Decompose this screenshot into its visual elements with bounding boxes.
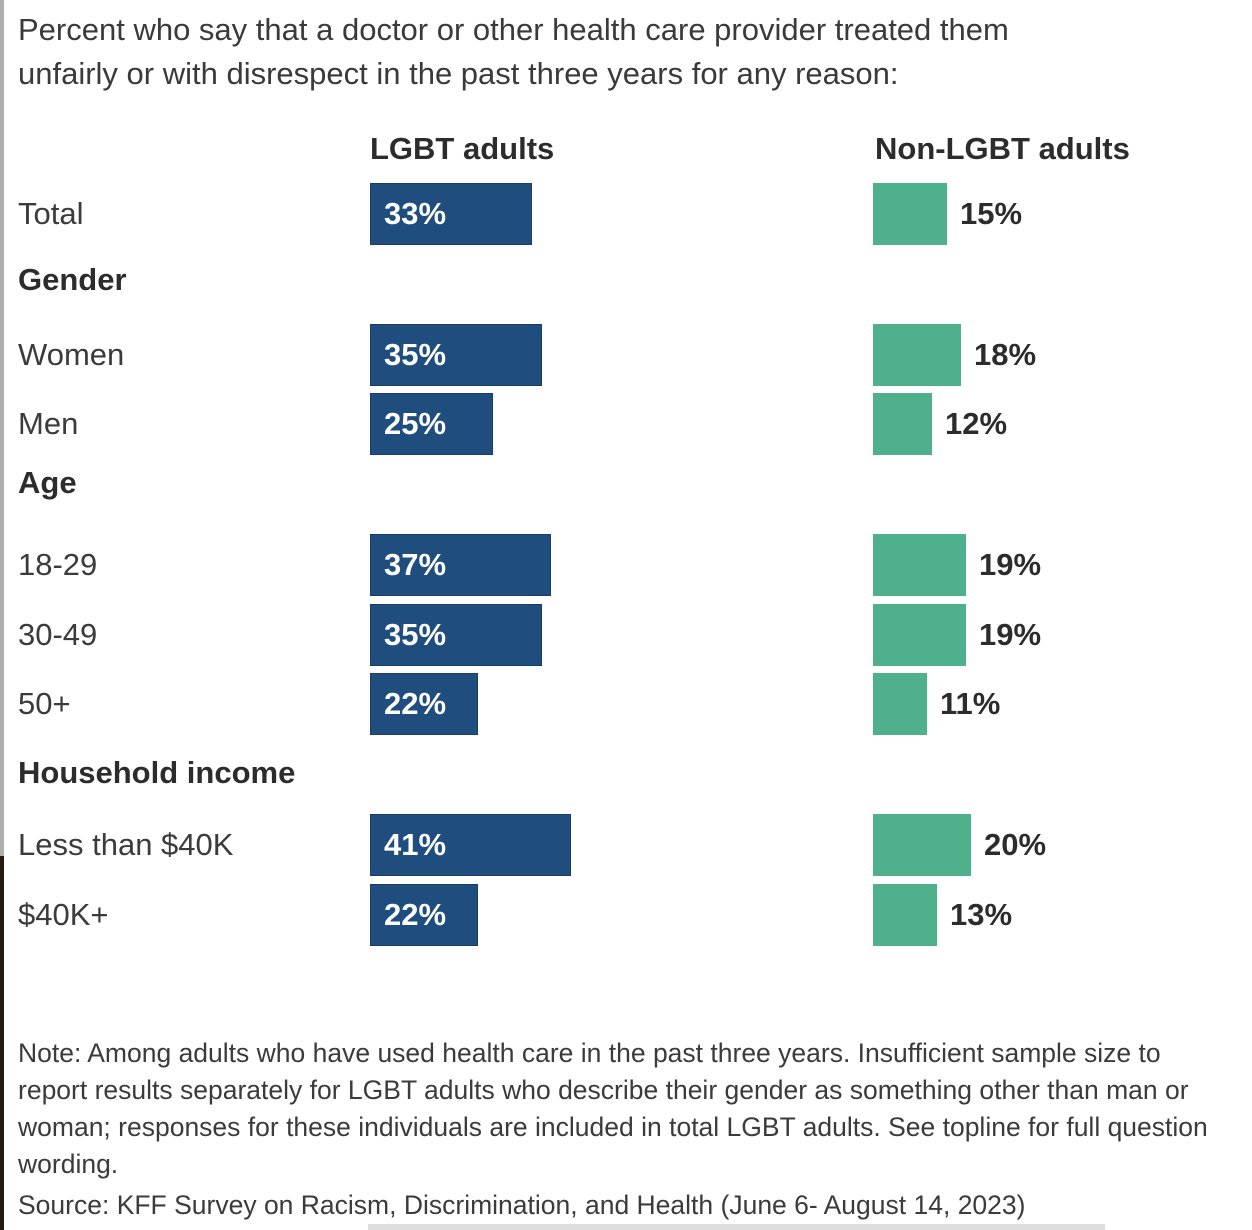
non-lgbt-bar-50-plus <box>873 673 927 735</box>
non-lgbt-bar-group-18-29: 19% <box>873 534 1041 596</box>
section-header-gender: Gender <box>18 262 127 297</box>
row-label-40k-plus: $40K+ <box>18 897 109 932</box>
non-lgbt-bar-group-men: 12% <box>873 393 1007 455</box>
section-header-age: Age <box>18 465 77 500</box>
lgbt-bar-18-29: 37% <box>370 534 551 596</box>
non-lgbt-bar-group-30-49: 19% <box>873 604 1041 666</box>
row-label-30-49: 30-49 <box>18 617 98 652</box>
lgbt-value-18-29: 37% <box>384 547 447 582</box>
column-header-non-lgbt: Non-LGBT adults <box>875 131 1130 166</box>
lgbt-value-30-49: 35% <box>384 617 447 652</box>
lgbt-bar-men: 25% <box>370 393 493 455</box>
left-edge-strip-top <box>0 0 4 856</box>
left-edge-strip-bottom <box>0 856 4 1230</box>
chart-title-line1: Percent who say that a doctor or other h… <box>18 12 1009 47</box>
row-total: Total 33% 15% <box>0 183 1252 245</box>
lgbt-bar-total: 33% <box>370 183 532 245</box>
non-lgbt-bar-group-50-plus: 11% <box>873 673 1000 735</box>
section-header-household-income: Household income <box>18 755 296 790</box>
row-50-plus: 50+ 22% 11% <box>0 673 1252 735</box>
row-label-total: Total <box>18 196 84 231</box>
non-lgbt-bar-women <box>873 324 961 386</box>
chart-title: Percent who say that a doctor or other h… <box>18 8 1009 96</box>
chart-title-line2: unfairly or with disrespect in the past … <box>18 56 899 91</box>
column-header-lgbt: LGBT adults <box>370 131 555 166</box>
row-women: Women 35% 18% <box>0 324 1252 386</box>
lgbt-value-40k-plus: 22% <box>384 897 447 932</box>
row-40k-plus: $40K+ 22% 13% <box>0 884 1252 946</box>
lgbt-bar-50-plus: 22% <box>370 673 478 735</box>
non-lgbt-value-40k-plus: 13% <box>950 897 1013 932</box>
lgbt-bar-women: 35% <box>370 324 542 386</box>
non-lgbt-value-men: 12% <box>945 406 1008 441</box>
row-less-than-40k: Less than $40K 41% 20% <box>0 814 1252 876</box>
lgbt-value-less-than-40k: 41% <box>384 827 447 862</box>
non-lgbt-bar-group-women: 18% <box>873 324 1036 386</box>
row-18-29: 18-29 37% 19% <box>0 534 1252 596</box>
non-lgbt-bar-group-less-than-40k: 20% <box>873 814 1046 876</box>
row-men: Men 25% 12% <box>0 393 1252 455</box>
row-label-50-plus: 50+ <box>18 686 71 721</box>
lgbt-bar-less-than-40k: 41% <box>370 814 571 876</box>
lgbt-bar-30-49: 35% <box>370 604 542 666</box>
lgbt-bar-40k-plus: 22% <box>370 884 478 946</box>
lgbt-value-women: 35% <box>384 337 447 372</box>
source-text: Source: KFF Survey on Racism, Discrimina… <box>18 1190 1026 1220</box>
lgbt-value-total: 33% <box>384 196 447 231</box>
lgbt-value-men: 25% <box>384 406 447 441</box>
row-label-18-29: 18-29 <box>18 547 98 582</box>
non-lgbt-value-women: 18% <box>974 337 1037 372</box>
non-lgbt-bar-18-29 <box>873 534 966 596</box>
non-lgbt-bar-30-49 <box>873 604 966 666</box>
non-lgbt-bar-group-total: 15% <box>873 183 1022 245</box>
non-lgbt-bar-group-40k-plus: 13% <box>873 884 1012 946</box>
non-lgbt-bar-40k-plus <box>873 884 937 946</box>
non-lgbt-value-50-plus: 11% <box>940 686 1001 721</box>
non-lgbt-bar-men <box>873 393 932 455</box>
row-label-women: Women <box>18 337 125 372</box>
lgbt-value-50-plus: 22% <box>384 686 447 721</box>
row-label-men: Men <box>18 406 79 441</box>
non-lgbt-value-30-49: 19% <box>979 617 1042 652</box>
non-lgbt-bar-less-than-40k <box>873 814 971 876</box>
row-label-less-than-40k: Less than $40K <box>18 827 234 862</box>
non-lgbt-value-less-than-40k: 20% <box>984 827 1047 862</box>
non-lgbt-value-total: 15% <box>960 196 1023 231</box>
non-lgbt-value-18-29: 19% <box>979 547 1042 582</box>
note-text: Note: Among adults who have used health … <box>18 1038 1208 1179</box>
row-30-49: 30-49 35% 19% <box>0 604 1252 666</box>
non-lgbt-bar-total <box>873 183 947 245</box>
bottom-edge-strip <box>368 1224 1105 1230</box>
